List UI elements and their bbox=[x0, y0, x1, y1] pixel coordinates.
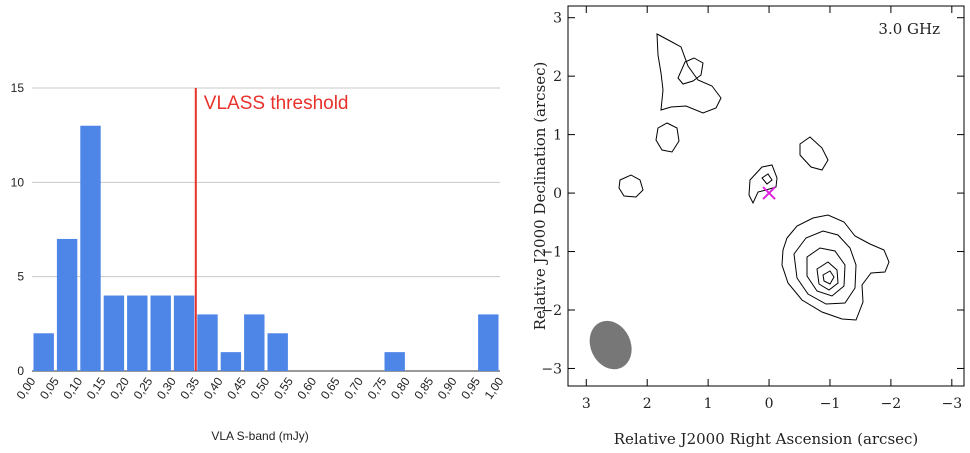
contour-x-tick-label: −3 bbox=[941, 396, 962, 412]
histogram-x-tick-label: 0,10 bbox=[60, 374, 85, 401]
histogram-y-tick-label: 5 bbox=[17, 270, 24, 284]
contour-south-level-3 bbox=[806, 247, 846, 297]
histogram-x-tick-label: 0,25 bbox=[131, 374, 156, 401]
contour-east-blob bbox=[799, 136, 829, 171]
contour-center-blob bbox=[748, 164, 778, 205]
histogram-x-axis-label: VLA S-band (mJy) bbox=[211, 429, 308, 443]
histogram-y-tick-label: 10 bbox=[11, 175, 25, 189]
histogram-bar bbox=[56, 238, 78, 371]
histogram-bar bbox=[478, 314, 499, 371]
histogram-x-tick-label: 0,20 bbox=[107, 374, 132, 401]
histogram-bar bbox=[197, 314, 218, 371]
contour-x-tick-label: 1 bbox=[704, 396, 713, 412]
histogram-x-tick-label: 0,30 bbox=[154, 374, 179, 401]
histogram-x-tick-label: 0,45 bbox=[224, 374, 249, 401]
histogram-bar bbox=[267, 333, 288, 371]
contour-south-level-5 bbox=[822, 270, 835, 285]
histogram-x-tick-label: 1,00 bbox=[482, 374, 507, 401]
histogram-x-tick-label: 0,50 bbox=[248, 374, 273, 401]
contour-north-small-blob bbox=[655, 122, 680, 153]
histogram-x-tick-label: 0,60 bbox=[294, 374, 319, 401]
histogram-x-tick-label: 0,40 bbox=[201, 374, 226, 401]
histogram-y-tick-label: 0 bbox=[17, 364, 24, 378]
contour-y-tick-label: 3 bbox=[553, 11, 562, 27]
contour-x-tick-label: −1 bbox=[820, 396, 841, 412]
contour-x-tick-label: −2 bbox=[881, 396, 902, 412]
contour-y-tick-label: 0 bbox=[553, 186, 562, 202]
contour-y-tick-label: 2 bbox=[553, 69, 562, 85]
histogram-x-tick-label: 0,05 bbox=[37, 374, 62, 401]
histogram-bar bbox=[173, 295, 195, 371]
histogram-x-tick-label: 0,95 bbox=[458, 374, 483, 401]
histogram-x-tick-label: 0,55 bbox=[271, 374, 296, 401]
histogram-bar bbox=[384, 352, 405, 371]
histogram-bar bbox=[80, 125, 101, 371]
contour-south-level-4 bbox=[816, 261, 839, 291]
contour-axis-ticks bbox=[568, 6, 964, 386]
histogram-x-tick-label: 0,75 bbox=[365, 374, 390, 401]
histogram-x-tick-label: 0,35 bbox=[177, 374, 202, 401]
contour-x-tick-labels: 3 2 1 0 −1 −2 −3 bbox=[582, 396, 962, 412]
histogram-x-tick-label: 0,80 bbox=[388, 374, 413, 401]
contour-y-tick-label: −3 bbox=[541, 361, 562, 377]
contour-map-chart: 3 2 1 0 −1 −2 −3 3 2 1 0 −1 −2 −3 3.0 GHz Relative J… bbox=[531, 5, 965, 448]
contour-frequency-label: 3.0 GHz bbox=[878, 20, 940, 38]
contour-plot-frame bbox=[567, 5, 965, 387]
histogram-x-tick-label: 0,15 bbox=[84, 374, 109, 401]
contour-center-inner bbox=[761, 173, 773, 185]
contour-west-blob bbox=[618, 174, 644, 198]
histogram-y-tick-label: 15 bbox=[11, 81, 25, 95]
contour-x-tick-label: 0 bbox=[765, 396, 774, 412]
histogram-bar bbox=[33, 333, 54, 371]
histogram-x-tick-label: 0,70 bbox=[341, 374, 366, 401]
contour-y-tick-labels: 3 2 1 0 −1 −2 −3 bbox=[541, 11, 562, 378]
histogram-x-tick-label: 0,00 bbox=[14, 374, 39, 401]
histogram-y-tick-labels: 0 5 10 15 bbox=[11, 81, 25, 378]
histogram-bar bbox=[127, 295, 148, 371]
contour-y-tick-label: −1 bbox=[541, 245, 562, 261]
histogram-bar bbox=[244, 314, 265, 371]
contour-north-inner bbox=[677, 57, 704, 85]
contour-x-axis-label: Relative J2000 Right Ascension (arcsec) bbox=[614, 430, 919, 448]
contour-x-tick-label: 2 bbox=[643, 396, 652, 412]
source-position-cross-marker bbox=[762, 186, 776, 200]
contour-north-outer bbox=[656, 33, 722, 114]
histogram-bar bbox=[103, 295, 125, 371]
histogram-bar bbox=[150, 295, 171, 371]
contour-y-tick-label: −2 bbox=[541, 303, 562, 319]
contour-y-axis-label: Relative J2000 Declination (arcsec) bbox=[531, 62, 549, 331]
beam-ellipse bbox=[589, 320, 632, 370]
contour-south-level-2 bbox=[793, 230, 857, 305]
histogram-x-tick-label: 0,85 bbox=[411, 374, 436, 401]
contour-y-tick-label: 1 bbox=[553, 128, 562, 144]
histogram-x-tick-label: 0,65 bbox=[318, 374, 343, 401]
cross-marker-stroke bbox=[762, 186, 776, 200]
histogram-bars bbox=[33, 125, 499, 371]
contour-lines bbox=[618, 33, 890, 321]
contour-south-outer bbox=[781, 214, 890, 321]
vlass-threshold-label: VLASS threshold bbox=[204, 93, 349, 114]
histogram-x-tick-label: 0,90 bbox=[435, 374, 460, 401]
histogram-bar bbox=[220, 352, 242, 371]
histogram-gridlines bbox=[32, 87, 500, 372]
histogram-x-tick-labels: 0,000,050,100,150,200,250,300,350,400,45… bbox=[14, 374, 507, 401]
contour-x-tick-label: 3 bbox=[582, 396, 591, 412]
